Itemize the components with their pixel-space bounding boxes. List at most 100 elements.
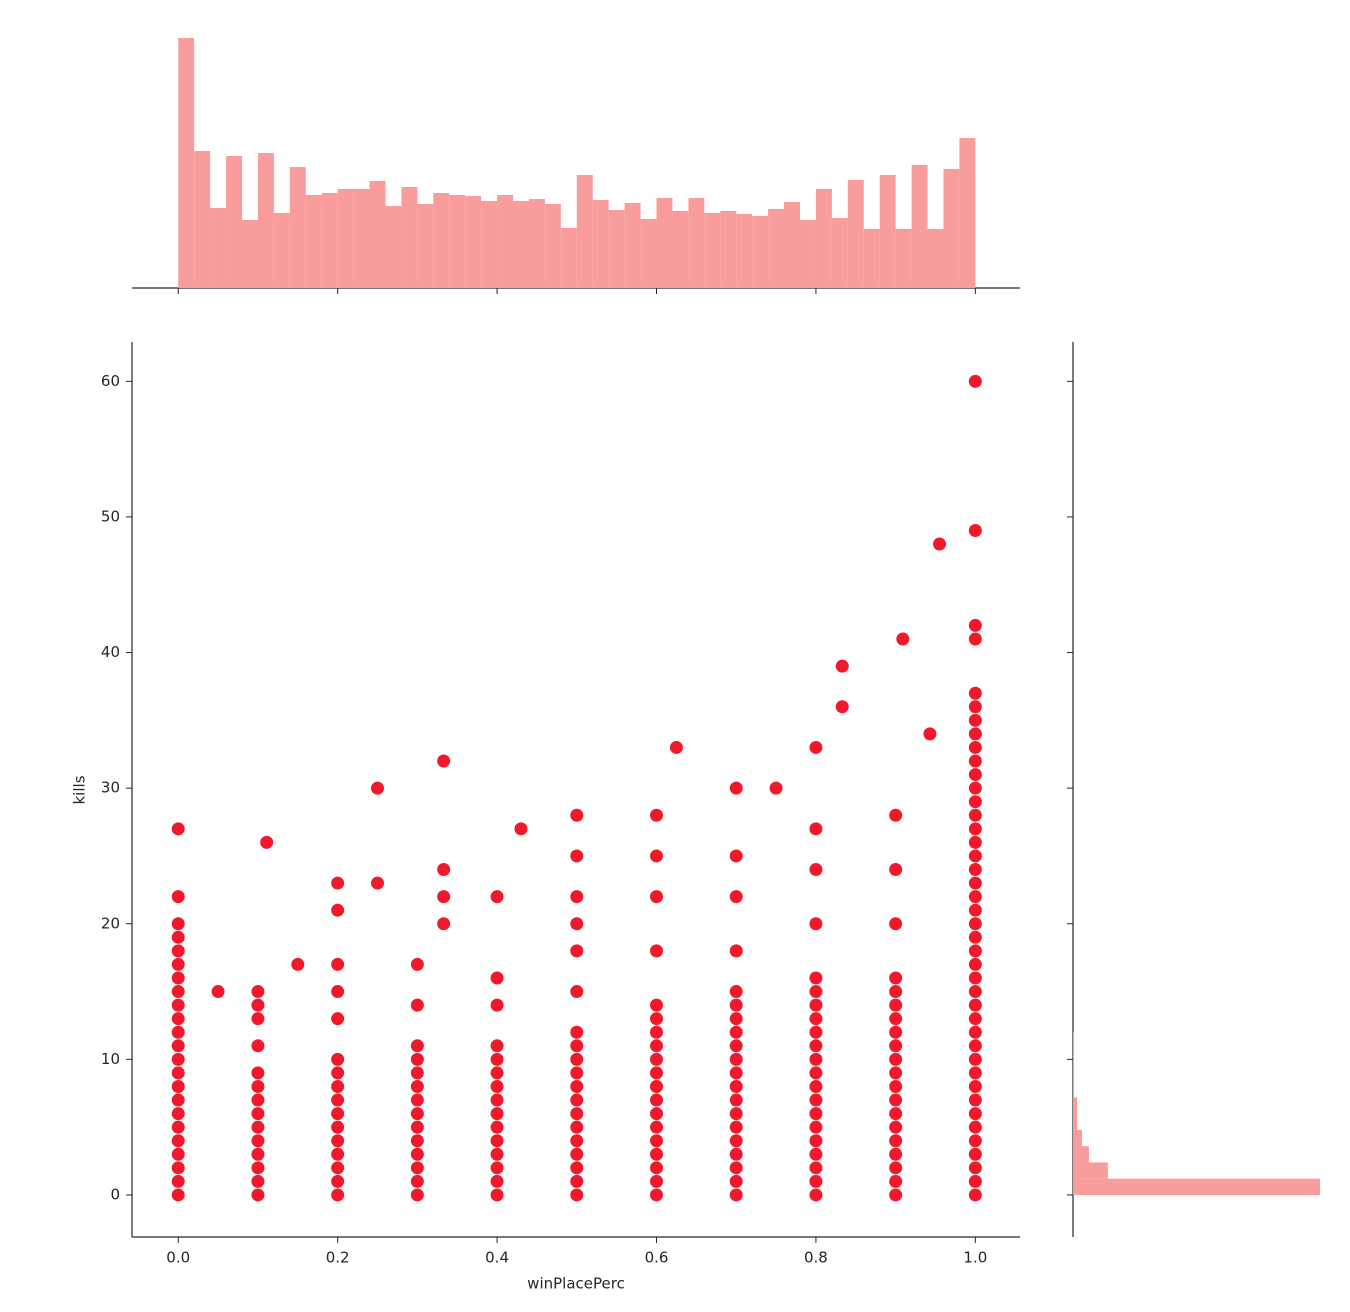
scatter-point [650, 1188, 664, 1202]
hist-bar [401, 187, 418, 288]
hist-bar [385, 206, 402, 288]
scatter-point [490, 1079, 504, 1093]
scatter-point [809, 1188, 823, 1202]
y-axis-label: kills [71, 775, 89, 804]
scatter-point [968, 754, 982, 768]
scatter-point [809, 1174, 823, 1188]
scatter-point [650, 1052, 664, 1066]
scatter-point [968, 930, 982, 944]
scatter-point [968, 713, 982, 727]
scatter-point [923, 727, 937, 741]
scatter-point [570, 1120, 584, 1134]
scatter-point [331, 1161, 345, 1175]
scatter-point [251, 998, 265, 1012]
scatter-point [729, 1025, 743, 1039]
scatter-point [570, 1093, 584, 1107]
scatter-point [251, 1174, 265, 1188]
scatter-point [729, 1093, 743, 1107]
scatter-point [729, 1147, 743, 1161]
scatter-point [490, 1161, 504, 1175]
scatter-point [331, 1147, 345, 1161]
scatter-point [570, 1025, 584, 1039]
scatter-point [251, 1079, 265, 1093]
scatter-point [331, 1012, 345, 1026]
scatter-point [968, 808, 982, 822]
scatter-point [331, 1066, 345, 1080]
hist-bar [544, 204, 561, 288]
hist-bar [178, 38, 195, 288]
scatter-point [968, 1012, 982, 1026]
hist-bar [656, 198, 673, 288]
scatter-point [171, 998, 185, 1012]
scatter-point [331, 1107, 345, 1121]
hist-bar [688, 198, 705, 288]
scatter-point [437, 917, 451, 931]
scatter-point [410, 957, 424, 971]
scatter-point [570, 849, 584, 863]
scatter-point [251, 1120, 265, 1134]
hist-bar [273, 213, 290, 288]
scatter-point [968, 727, 982, 741]
scatter-point [437, 890, 451, 904]
scatter-point [490, 1039, 504, 1053]
hist-bar [242, 220, 258, 288]
scatter-point [889, 1107, 903, 1121]
scatter-point [809, 917, 823, 931]
scatter-point [809, 985, 823, 999]
x-tick-label: 0.4 [485, 1249, 509, 1267]
hist-bar [1073, 1032, 1074, 1049]
scatter-point [260, 835, 274, 849]
scatter-point [889, 863, 903, 877]
scatter-point [171, 971, 185, 985]
scatter-point [968, 835, 982, 849]
scatter-point [331, 957, 345, 971]
scatter-point [968, 849, 982, 863]
scatter-point [410, 1120, 424, 1134]
scatter-point [889, 1052, 903, 1066]
scatter-point [889, 1161, 903, 1175]
scatter-point [968, 618, 982, 632]
hist-bar [784, 202, 800, 288]
scatter-point [570, 1174, 584, 1188]
scatter-point [932, 537, 946, 551]
scatter-point [331, 1052, 345, 1066]
hist-bar [433, 193, 450, 288]
scatter-point [171, 1107, 185, 1121]
hist-bar [959, 138, 976, 288]
scatter-point [809, 1079, 823, 1093]
scatter-point [514, 822, 528, 836]
scatter-point [171, 1066, 185, 1080]
scatter-point [251, 1161, 265, 1175]
scatter-point [331, 1174, 345, 1188]
scatter-point [769, 781, 783, 795]
scatter-point [251, 1188, 265, 1202]
scatter-point [650, 1093, 664, 1107]
scatter-point [729, 1012, 743, 1026]
scatter-point [809, 1052, 823, 1066]
scatter-point [570, 1079, 584, 1093]
hist-bar [465, 196, 482, 288]
scatter-point [171, 1174, 185, 1188]
scatter-point [968, 1093, 982, 1107]
scatter-point [171, 985, 185, 999]
scatter-point [889, 985, 903, 999]
hist-bar [831, 218, 848, 288]
scatter-point [968, 374, 982, 388]
scatter-point [809, 998, 823, 1012]
scatter-point [570, 1161, 584, 1175]
scatter-point [809, 1134, 823, 1148]
scatter-point [889, 1120, 903, 1134]
scatter-point [570, 985, 584, 999]
scatter-point [650, 1120, 664, 1134]
scatter-point [968, 998, 982, 1012]
scatter-point [331, 1120, 345, 1134]
scatter-point [729, 1107, 743, 1121]
scatter-point [171, 1012, 185, 1026]
scatter-point [809, 1025, 823, 1039]
scatter-point [968, 863, 982, 877]
scatter-point [729, 998, 743, 1012]
scatter-point [650, 1025, 664, 1039]
scatter-point [968, 1052, 982, 1066]
x-tick-label: 0.2 [326, 1249, 350, 1267]
scatter-point [729, 1188, 743, 1202]
